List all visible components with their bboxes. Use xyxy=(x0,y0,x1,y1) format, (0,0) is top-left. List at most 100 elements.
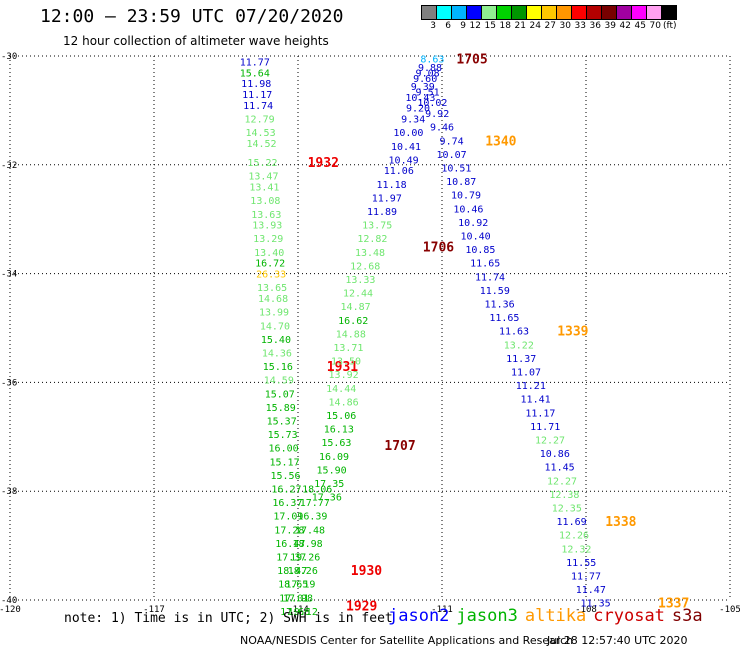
data-point-label: 17.77 xyxy=(300,498,330,509)
footer-credit: NOAA/NESDIS Center for Satellite Applica… xyxy=(240,634,574,647)
data-point-label: 15.40 xyxy=(261,335,291,346)
data-point-label: 11.97 xyxy=(372,193,402,204)
data-point-label: 8.63 xyxy=(420,55,444,66)
data-point-label: 15.17 xyxy=(270,457,300,468)
data-point-label: 14.88 xyxy=(336,329,366,340)
data-point-label: 15.37 xyxy=(267,416,297,427)
colorbar-labels: 3 6 9 12 15 18 21 24 27 30 33 36 39 42 45 70 (ft) xyxy=(421,21,676,31)
pass-time-label: 1932 xyxy=(308,156,339,171)
data-point-label: 17.48 xyxy=(295,525,325,536)
colorbar-label: 39 xyxy=(604,21,616,31)
data-point-label: 15.22 xyxy=(247,158,277,169)
data-point-label: 17.19 xyxy=(285,580,315,591)
data-point-label: 11.55 xyxy=(566,558,596,569)
data-point-label: 9.92 xyxy=(425,109,449,120)
data-point-label: 14.59 xyxy=(264,376,294,387)
legend-item-cryosat: cryosat xyxy=(593,606,665,626)
data-point-label: 16.39 xyxy=(297,512,327,523)
data-point-label: 11.71 xyxy=(530,422,560,433)
data-point-label: 14.87 xyxy=(341,302,371,313)
data-point-label: 15.06 xyxy=(326,411,356,422)
data-point-label: 10.85 xyxy=(465,245,495,256)
data-point-label: 12.79 xyxy=(245,115,275,126)
data-point-label: 13.33 xyxy=(345,275,375,286)
data-point-label: 13.75 xyxy=(362,221,392,232)
data-point-label: 10.79 xyxy=(451,191,481,202)
data-point-label: 17.36 xyxy=(312,493,342,504)
data-point-label: 15.73 xyxy=(268,430,298,441)
data-point-label: 10.51 xyxy=(441,164,471,175)
data-point-label: 16.37 xyxy=(272,498,302,509)
data-point-label: 15.07 xyxy=(265,389,295,400)
y-tick-label: -40 xyxy=(1,596,17,606)
data-point-label: 16.13 xyxy=(324,425,354,436)
data-point-label: 18.65 xyxy=(278,580,308,591)
data-point-label: 16.00 xyxy=(269,444,299,455)
data-point-label: 11.77 xyxy=(571,572,601,583)
data-point-label: 16.09 xyxy=(319,452,349,463)
data-point-label: 13.93 xyxy=(252,221,282,232)
colorbar-swatches xyxy=(421,5,677,20)
data-point-label: 15.64 xyxy=(240,68,270,79)
data-point-label: 11.77 xyxy=(240,57,270,68)
data-point-label: 11.18 xyxy=(377,180,407,191)
data-point-label: 13.63 xyxy=(251,210,281,221)
y-tick-label: -30 xyxy=(1,52,17,62)
data-point-label: 10.00 xyxy=(393,128,423,139)
colorbar-label: 3 xyxy=(430,21,436,31)
data-point-label: 15.56 xyxy=(270,471,300,482)
data-point-label: 16.62 xyxy=(338,316,368,327)
data-point-label: 11.98 xyxy=(241,79,271,90)
data-point-label: 19.26 xyxy=(290,552,320,563)
data-point-label: 11.74 xyxy=(243,101,273,112)
data-point-label: 13.22 xyxy=(504,340,534,351)
y-tick-label: -34 xyxy=(1,270,17,280)
data-point-label: 26.33 xyxy=(256,270,286,281)
data-point-label: 14.86 xyxy=(329,397,359,408)
footer-timestamp: Jul 28 12:57:40 UTC 2020 xyxy=(547,634,688,647)
data-point-label: 17.28 xyxy=(274,525,304,536)
data-point-label: 18.06 xyxy=(302,484,332,495)
x-tick-label: -111 xyxy=(431,605,453,615)
data-point-label: 10.41 xyxy=(391,142,421,153)
legend-item-altika: altika xyxy=(524,606,587,626)
data-point-label: 19.12 xyxy=(288,607,318,618)
data-point-label: 9.46 xyxy=(430,123,454,134)
data-point-label: 13.65 xyxy=(257,283,287,294)
data-point-label: 9.08 xyxy=(416,68,440,79)
data-point-label: 13.50 xyxy=(331,357,361,368)
data-point-label: 13.71 xyxy=(333,343,363,354)
data-point-label: 12.27 xyxy=(535,436,565,447)
data-point-label: 9.39 xyxy=(411,82,435,93)
pass-time-label: 1338 xyxy=(605,515,636,530)
pass-time-label: 1929 xyxy=(346,599,377,614)
data-point-label: 10.49 xyxy=(389,155,419,166)
legend-item-s3a: s3a xyxy=(671,606,703,626)
data-point-label: 11.17 xyxy=(525,408,555,419)
data-point-label: 13.29 xyxy=(253,234,283,245)
colorbar-label: 70 xyxy=(649,21,661,31)
data-point-label: 10.86 xyxy=(540,449,570,460)
x-tick-label: -117 xyxy=(143,605,165,615)
data-point-label: 17.01 xyxy=(279,593,309,604)
data-point-label: 12.27 xyxy=(547,476,577,487)
data-point-label: 10.40 xyxy=(461,232,491,243)
data-point-label: 11.59 xyxy=(480,286,510,297)
data-point-label: 10.92 xyxy=(458,218,488,229)
data-point-label: 15.89 xyxy=(266,403,296,414)
data-point-label: 13.08 xyxy=(250,196,280,207)
data-point-label: 13.40 xyxy=(254,248,284,259)
data-point-label: 11.65 xyxy=(470,259,500,270)
data-point-label: 13.48 xyxy=(355,248,385,259)
colorbar-label: 12 xyxy=(469,21,481,31)
data-point-label: 12.26 xyxy=(559,531,589,542)
data-point-label: 9.20 xyxy=(406,104,430,115)
x-tick-label: -120 xyxy=(0,605,21,615)
satellite-legend: jason2 jason3 altika cryosat s3a xyxy=(388,606,710,626)
colorbar-label: 36 xyxy=(589,21,601,31)
data-point-label: 13.47 xyxy=(248,172,278,183)
pass-time-label: 1930 xyxy=(351,564,382,579)
pass-time-label: 1707 xyxy=(384,439,415,454)
data-point-label: 11.63 xyxy=(499,327,529,338)
data-point-label: 12.44 xyxy=(343,289,373,300)
